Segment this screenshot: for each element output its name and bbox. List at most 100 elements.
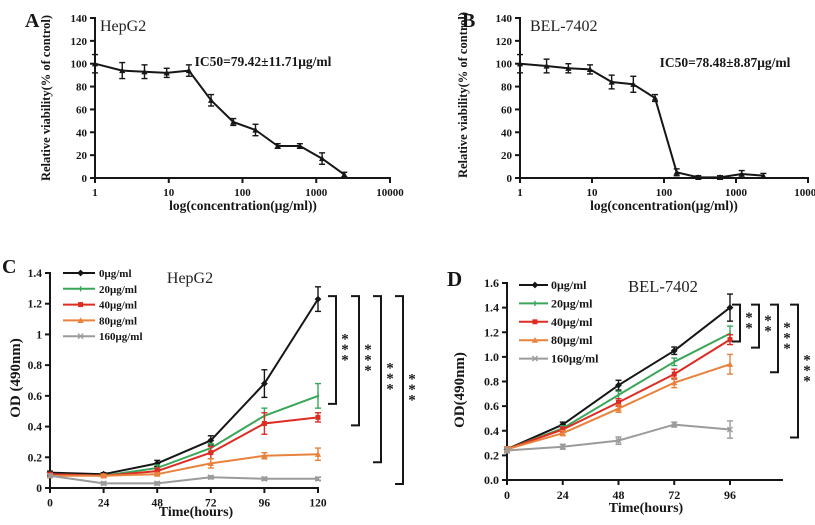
panel-b: 0 20 40 60 80 100 120 140 1 10 100 1000 10000 B BEL-74… [407,0,815,235]
svg-text:*: * [364,342,372,358]
svg-text:0μg/ml: 0μg/ml [551,278,587,292]
svg-text:40μg/ml: 40μg/ml [99,300,137,312]
svg-text:1000: 1000 [725,187,748,199]
svg-text:*: * [745,320,753,336]
svg-text:0.8: 0.8 [28,360,43,372]
svg-text:0.2: 0.2 [484,448,499,462]
svg-text:log(concentration(μg/ml)): log(concentration(μg/ml)) [590,198,738,213]
svg-text:*: * [341,331,349,347]
svg-text:100: 100 [656,187,673,199]
panel-d: 0.0 0.2 0.4 0.6 0.8 1.0 1.2 1.4 1.6 0 24 48 72 96 0μg/… [420,248,815,525]
svg-text:1.4: 1.4 [28,268,43,280]
svg-text:0: 0 [47,498,53,510]
svg-text:1.6: 1.6 [484,276,499,290]
svg-text:96: 96 [259,498,271,510]
svg-text:*: * [364,363,372,379]
svg-text:1: 1 [517,187,523,199]
svg-text:B: B [462,10,475,32]
chart-bel7402-viability: 0 20 40 60 80 100 120 140 1 10 100 1000 10000 B BEL-74… [456,10,815,213]
svg-text:*: * [408,372,416,388]
svg-text:*: * [386,382,394,398]
svg-text:80μg/ml: 80μg/ml [551,333,593,347]
svg-text:Time(hours): Time(hours) [159,505,234,520]
svg-text:D: D [447,267,462,291]
svg-text:*: * [803,353,811,369]
svg-text:100: 100 [234,187,251,199]
svg-text:*: * [408,393,416,409]
svg-text:120: 120 [71,36,88,48]
svg-text:Relative viability(% of contro: Relative viability(% of control) [456,12,470,178]
svg-text:BEL-7402: BEL-7402 [530,18,598,35]
svg-text:24: 24 [557,488,569,502]
chart-hepg2-growth: 0 0.2 0.4 0.6 0.8 1 1.2 1.4 0 24 48 72 96 120 0μg/ml 20… [2,256,416,520]
svg-text:96: 96 [724,488,736,502]
svg-text:*: * [764,313,772,329]
svg-text:*: * [803,374,811,390]
svg-text:0: 0 [36,483,42,495]
svg-text:Time(hours): Time(hours) [609,501,684,516]
svg-text:72: 72 [205,498,217,510]
svg-text:1.0: 1.0 [484,350,499,364]
svg-text:160μg/ml: 160μg/ml [99,331,143,343]
svg-text:24: 24 [98,498,110,510]
svg-text:10: 10 [587,187,599,199]
svg-text:10: 10 [163,187,175,199]
svg-text:0.4: 0.4 [484,424,499,438]
svg-text:60: 60 [76,104,88,116]
svg-text:*: * [803,363,811,379]
svg-text:IC50=78.48±8.87μg/ml: IC50=78.48±8.87μg/ml [660,55,791,70]
chart-hepg2-viability: 0 20 40 60 80 100 120 140 1 10 100 1000 10000 A HepG2 I… [25,10,404,213]
svg-text:0.4: 0.4 [28,422,43,434]
svg-text:48: 48 [151,498,163,510]
svg-text:160μg/ml: 160μg/ml [551,352,599,366]
svg-text:IC50=79.42±11.71μg/ml: IC50=79.42±11.71μg/ml [195,54,332,69]
svg-text:*: * [764,323,772,339]
svg-text:20μg/ml: 20μg/ml [99,284,137,296]
svg-text:*: * [364,353,372,369]
svg-text:*: * [745,310,753,326]
svg-text:120: 120 [309,498,327,510]
svg-text:100: 100 [71,59,88,71]
svg-text:80: 80 [76,82,88,94]
svg-text:60: 60 [501,104,513,116]
svg-text:HepG2: HepG2 [100,18,146,35]
svg-text:1.4: 1.4 [484,301,499,315]
svg-text:48: 48 [613,488,625,502]
svg-text:*: * [783,341,791,357]
svg-text:0.6: 0.6 [484,399,499,413]
panel-a: 0 20 40 60 80 100 120 140 1 10 100 1000 10000 A HepG2 I… [0,0,407,235]
svg-text:10000: 10000 [376,187,404,199]
svg-text:20μg/ml: 20μg/ml [551,296,593,310]
svg-text:1000: 1000 [305,187,328,199]
svg-text:120: 120 [496,36,513,48]
svg-text:C: C [2,256,16,278]
svg-text:20: 20 [76,150,88,162]
svg-text:0.6: 0.6 [28,391,43,403]
svg-text:BEL-7402: BEL-7402 [628,277,698,296]
svg-text:*: * [386,371,394,387]
svg-text:0.8: 0.8 [484,375,499,389]
svg-text:0: 0 [82,173,88,185]
svg-text:0.0: 0.0 [484,473,499,487]
svg-text:40: 40 [501,127,513,139]
svg-text:HepG2: HepG2 [167,270,213,287]
svg-text:1: 1 [92,187,98,199]
svg-text:Relative viability(% of contro: Relative viability(% of control) [39,15,53,181]
svg-text:10000: 10000 [794,187,815,199]
svg-text:140: 140 [496,13,513,25]
svg-text:40μg/ml: 40μg/ml [551,315,593,329]
svg-text:OD(490nm): OD(490nm) [452,352,468,428]
svg-text:0: 0 [507,173,513,185]
svg-text:1.2: 1.2 [484,325,499,339]
svg-text:*: * [783,330,791,346]
svg-text:*: * [783,320,791,336]
svg-text:log(concentration(μg/ml)): log(concentration(μg/ml)) [169,198,317,213]
svg-text:1.2: 1.2 [28,299,43,311]
chart-bel7402-growth: 0.0 0.2 0.4 0.6 0.8 1.0 1.2 1.4 1.6 0 24 48 72 96 0μg/… [447,267,811,516]
svg-text:0.2: 0.2 [28,452,43,464]
svg-text:80: 80 [501,82,513,94]
svg-text:72: 72 [668,488,680,502]
svg-text:A: A [25,10,40,32]
svg-text:*: * [386,361,394,377]
